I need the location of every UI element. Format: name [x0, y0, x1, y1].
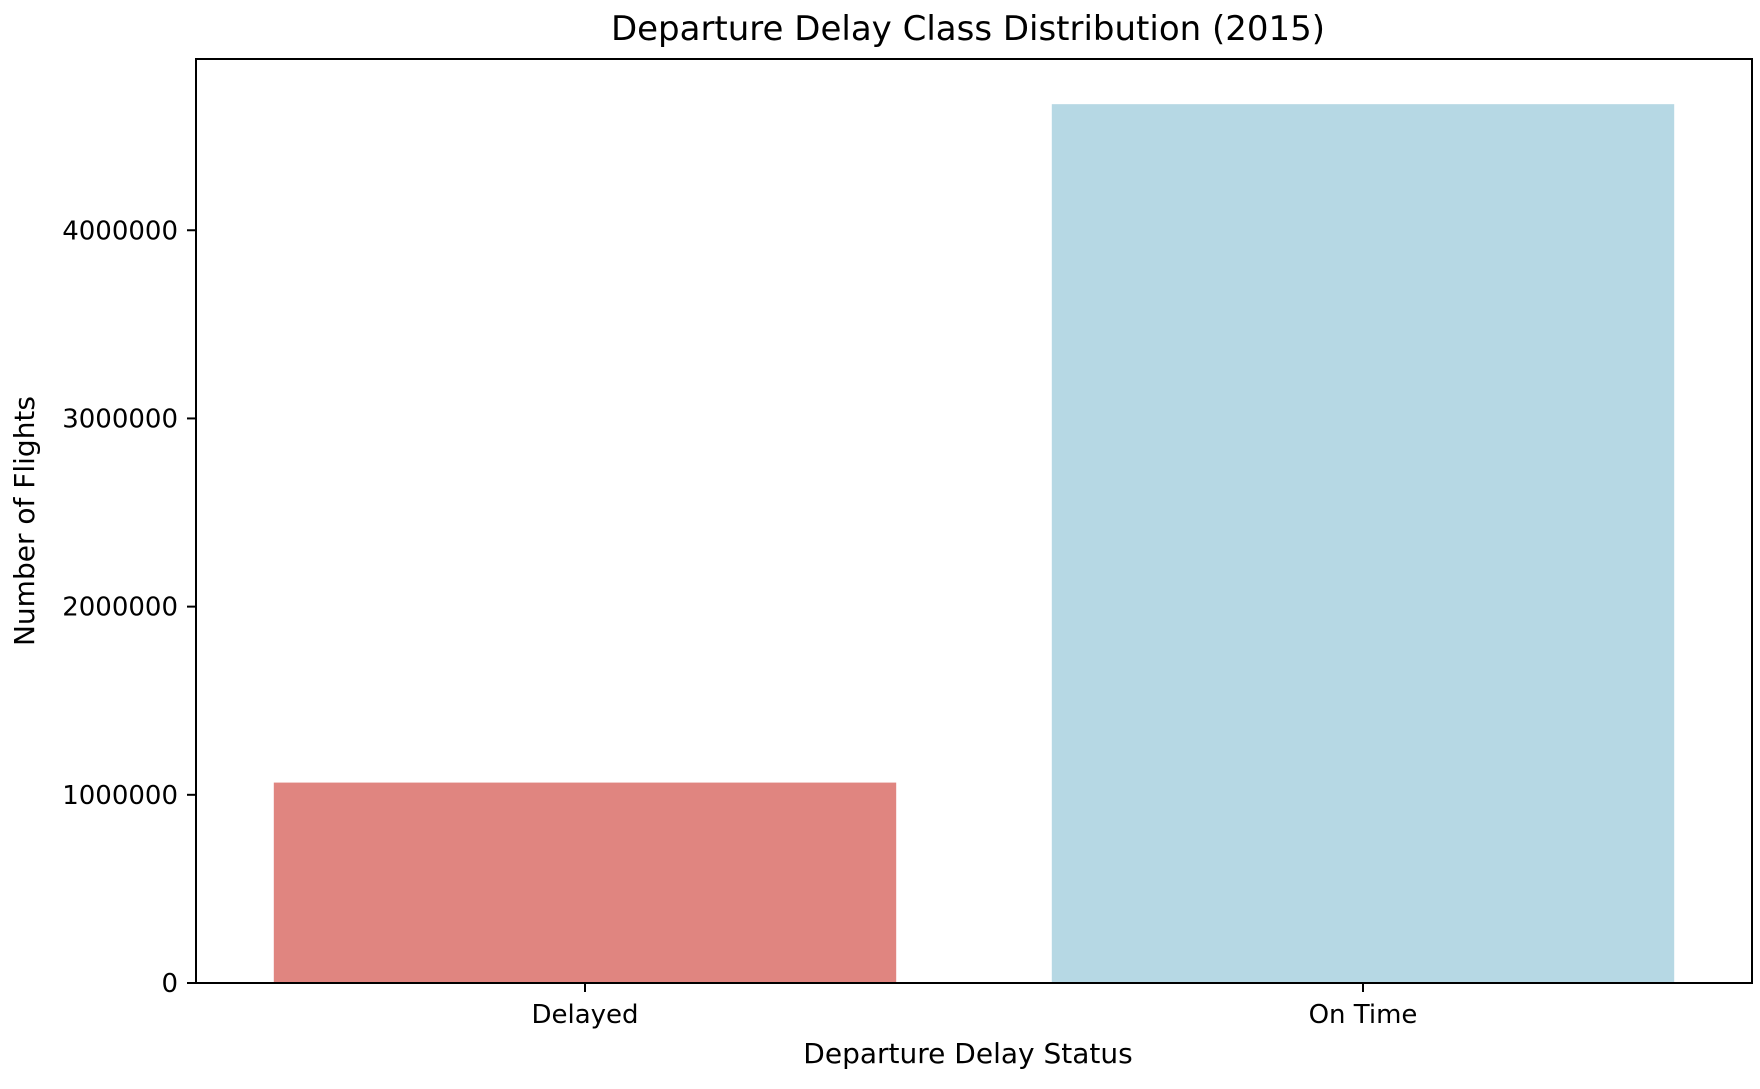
x-tick-label: On Time [1309, 1000, 1418, 1030]
bars-layer [273, 104, 1675, 983]
bar-on-time [1051, 104, 1675, 983]
y-tick-label: 4000000 [62, 216, 178, 246]
y-tick-label: 0 [161, 969, 178, 999]
plot-frame [195, 58, 1753, 984]
y-tick-label: 1000000 [62, 781, 178, 811]
y-axis-label: Number of Flights [8, 396, 41, 646]
y-axis-ticks: 0 1000000 2000000 3000000 4000000 [62, 216, 196, 999]
x-axis-ticks: Delayed On Time [531, 983, 1417, 1030]
y-tick-label: 2000000 [62, 593, 178, 623]
bar-delayed [273, 782, 897, 983]
y-tick-label: 3000000 [62, 404, 178, 434]
x-axis-label: Departure Delay Status [803, 1037, 1132, 1070]
chart-title: Departure Delay Class Distribution (2015… [611, 9, 1325, 49]
x-tick-label: Delayed [531, 1000, 638, 1030]
